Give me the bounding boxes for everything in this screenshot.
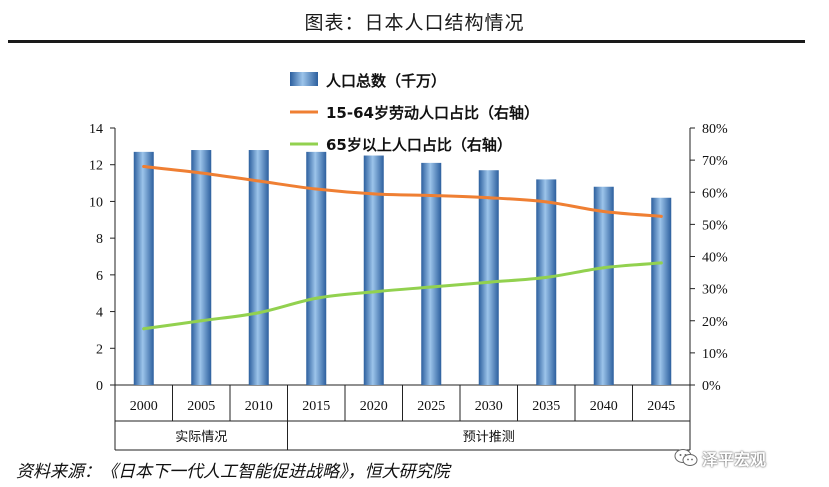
legend-label: 65岁以上人口占比（右轴） [326,136,512,154]
x-tick-label: 2035 [532,399,560,414]
population-bar [421,162,442,385]
right-tick-label: 10% [702,347,728,362]
category-group-label: 预计推测 [463,430,515,445]
line-point [142,165,146,169]
line-point [199,319,203,323]
elderly-share-line [142,261,663,331]
category-group-label: 实际情况 [175,430,227,445]
working-age-share-line [142,165,663,218]
line-point [199,171,203,175]
right-tick-label: 60% [702,186,728,201]
wechat-icon [674,449,698,466]
line-point [257,179,261,183]
left-tick-label: 4 [96,306,103,321]
watermark: 泽平宏观 [674,446,766,470]
left-tick-label: 0 [96,379,103,394]
line-point [372,290,376,294]
watermark-text: 泽平宏观 [702,450,767,469]
x-tick-label: 2015 [302,399,330,414]
left-tick-label: 12 [89,159,103,174]
right-tick-label: 30% [702,283,728,298]
line-point [372,192,376,196]
left-tick-label: 14 [89,122,103,137]
source-note: 资料来源：《日本下一代人工智能促进战略》，恒大研究院 [16,462,450,482]
line-point [257,311,261,315]
right-tick-label: 70% [702,154,728,169]
x-tick-label: 2030 [475,399,503,414]
line-point [602,210,606,214]
line-point [544,275,548,279]
left-tick-label: 10 [89,195,103,210]
line-point [314,296,318,300]
x-tick-label: 2020 [360,399,388,414]
left-tick-label: 6 [96,269,103,284]
line-point [314,187,318,191]
population-bar [363,155,384,385]
population-bar [536,179,557,385]
line-point [659,261,663,265]
population-bar [478,170,499,385]
population-bar [248,150,269,385]
right-tick-label: 80% [702,122,728,137]
population-bar [651,197,672,385]
line-point [544,200,548,204]
right-tick-label: 40% [702,251,728,266]
x-tick-label: 2025 [417,399,445,414]
x-tick-label: 2005 [187,399,215,414]
x-tick-label: 2040 [590,399,618,414]
line-point [429,285,433,289]
population-bar [133,151,154,385]
line-point [142,327,146,331]
title-rule [8,40,805,43]
line-point [487,196,491,200]
right-tick-label: 20% [702,315,728,330]
line-point [429,193,433,197]
population-bar [191,150,212,385]
line-point [487,280,491,284]
x-tick-label: 2045 [647,399,675,414]
x-tick-label: 2000 [130,399,158,414]
right-tick-label: 50% [702,218,728,233]
line-point [659,214,663,218]
legend-swatch-bar [290,72,318,86]
population-bar [593,186,614,385]
population-bar [306,151,327,385]
legend-label: 15-64岁劳动人口占比（右轴） [326,104,539,122]
legend-label: 人口总数（千万） [326,72,446,90]
chart-title: 图表：日本人口结构情况 [304,12,525,34]
right-tick-label: 0% [702,379,721,394]
left-tick-label: 8 [96,232,103,247]
x-tick-label: 2010 [245,399,273,414]
left-tick-label: 2 [96,342,103,357]
line-point [602,266,606,270]
